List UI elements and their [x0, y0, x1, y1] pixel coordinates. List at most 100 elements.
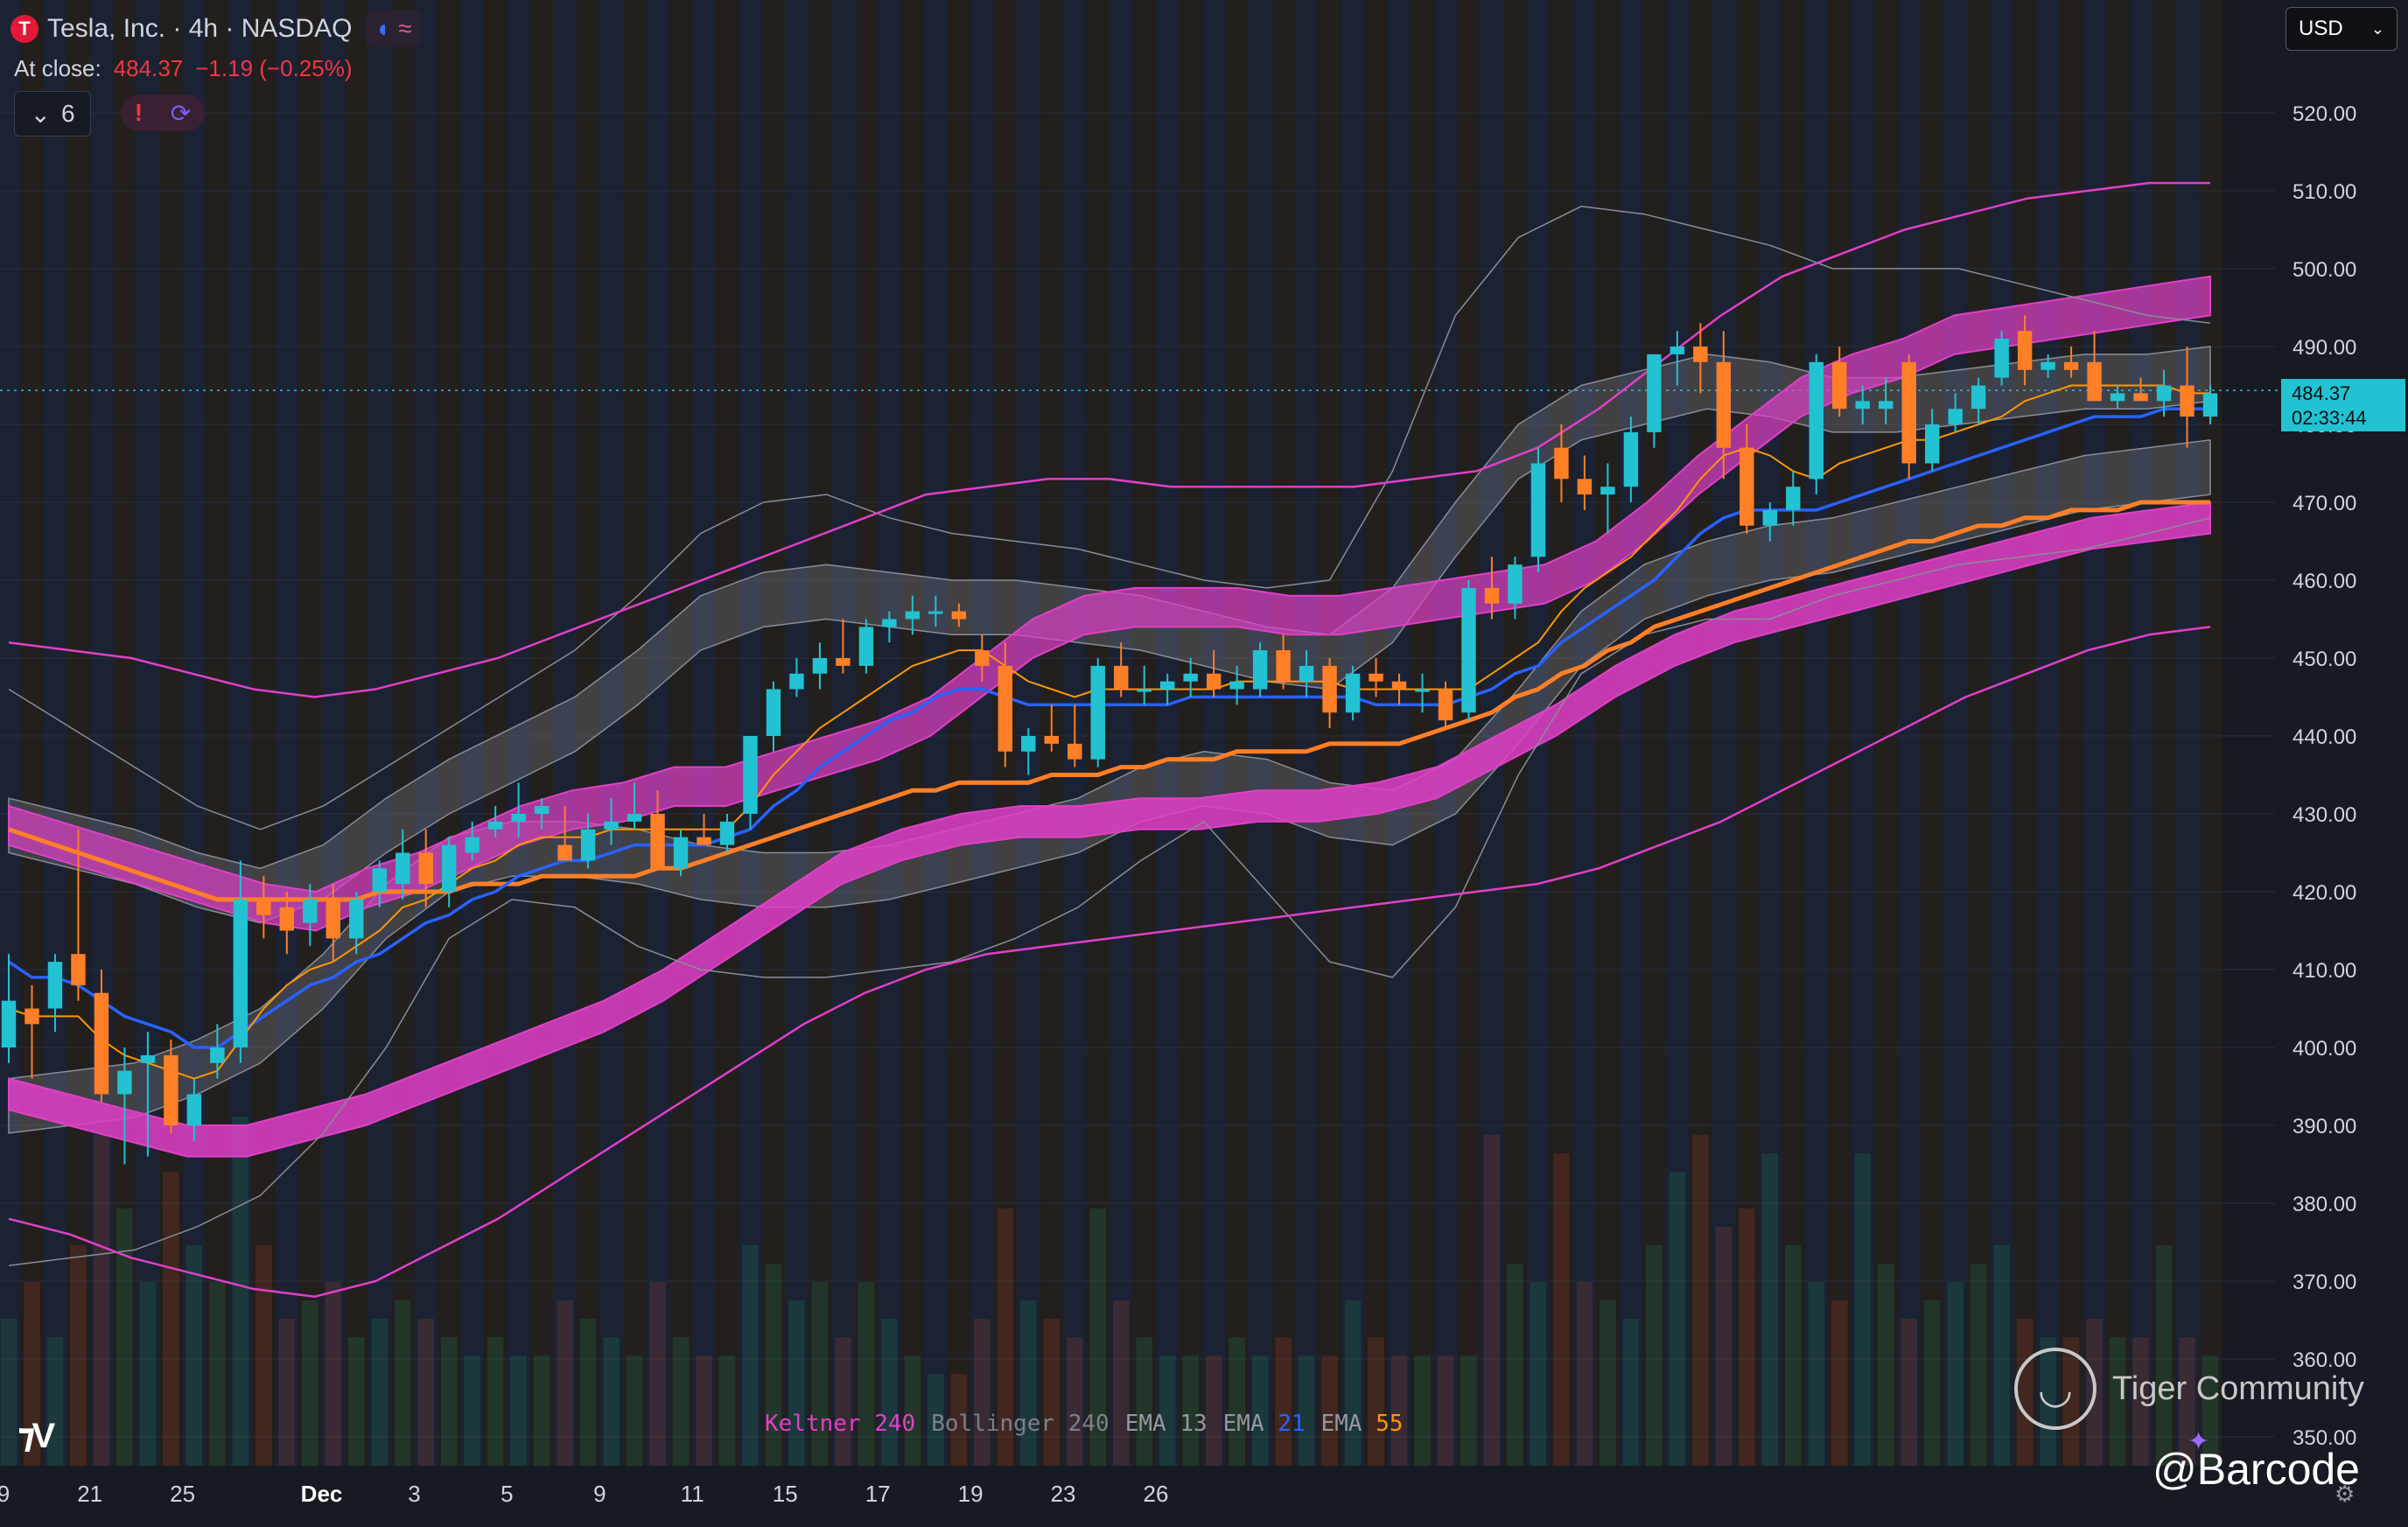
volume-bar: [116, 1208, 133, 1466]
candle: [441, 837, 457, 907]
tesla-logo-icon: T: [10, 15, 38, 43]
candle: [696, 814, 711, 845]
current-price-tag: 484.37 02:33:44: [2281, 379, 2405, 431]
legend-bollinger[interactable]: Bollinger 240: [931, 1411, 1110, 1437]
time-tick-label: 25: [170, 1481, 195, 1507]
price-tick-label: 510.00: [2292, 180, 2356, 204]
legend-ema-13[interactable]: EMA 13: [1125, 1411, 1208, 1437]
candle: [2180, 347, 2194, 448]
candle-body: [94, 992, 109, 1095]
session-stripe: [1318, 0, 1341, 1466]
time-tick-label: Dec: [301, 1481, 343, 1507]
session-stripe: [622, 0, 647, 1466]
session-stripe: [599, 0, 623, 1466]
currency-select[interactable]: USD ⌄: [2286, 7, 2398, 51]
candle-body: [650, 814, 665, 869]
candle-body: [396, 852, 410, 885]
volume-bar: [1368, 1337, 1384, 1466]
ema-21-line: [8, 407, 2210, 1049]
header-status-icons[interactable]: ◖ ≈: [366, 11, 421, 47]
candle-body: [1368, 673, 1383, 682]
candle-body: [1623, 431, 1639, 487]
candle-body: [743, 736, 758, 814]
session-stripe: [529, 0, 554, 1466]
legend-ema-55[interactable]: EMA 55: [1321, 1411, 1404, 1437]
candle-body: [1, 1000, 17, 1047]
sync-icon: ⟳: [170, 99, 192, 127]
tradingview-logo-icon[interactable]: ⁊V: [18, 1417, 55, 1455]
session-stripe: [668, 0, 693, 1466]
keltner-lower-band: [8, 501, 2211, 1158]
indicators-toggle-button[interactable]: ⌄ 6: [14, 91, 91, 137]
currency-value: USD: [2299, 17, 2343, 40]
volume-bar: [950, 1374, 968, 1466]
volume-bar: [1854, 1153, 1872, 1466]
volume-bar: [510, 1355, 527, 1466]
time-tick-label: 21: [77, 1481, 102, 1507]
candle: [2063, 347, 2079, 378]
candle-body: [1901, 361, 1916, 464]
volume-bar: [1646, 1245, 1662, 1466]
time-tick-label: 17: [865, 1481, 891, 1507]
candle: [928, 595, 943, 627]
candle-body: [928, 611, 943, 614]
volume-bar: [163, 1172, 179, 1466]
candle: [1068, 704, 1082, 767]
candle-body: [1786, 487, 1801, 510]
volume-bar: [1483, 1135, 1501, 1466]
moon-icon: ◖: [374, 15, 390, 42]
candle-body: [326, 899, 340, 939]
volume-bar: [603, 1337, 620, 1466]
bollinger-lower-line: [8, 517, 2211, 1266]
volume-bar: [1158, 1355, 1176, 1466]
volume-bar: [1321, 1355, 1338, 1466]
tiger-community-watermark: ◡ Tiger Community: [2014, 1348, 2364, 1430]
alert-status-pill[interactable]: ! ⟳: [121, 95, 205, 131]
ema-55-line: [8, 500, 2210, 902]
close-label: At close:: [14, 55, 102, 81]
price-tick-label: 370.00: [2292, 1271, 2356, 1294]
volume-bar: [1460, 1355, 1477, 1466]
session-stripe: [1804, 0, 1829, 1466]
session-stripe: [1990, 0, 2013, 1466]
price-tick-label: 450.00: [2292, 648, 2356, 671]
candle: [303, 884, 318, 947]
candle-body: [2156, 385, 2172, 402]
session-stripe: [1364, 0, 1388, 1466]
candle-body: [2040, 361, 2055, 370]
volume-bar: [974, 1319, 990, 1466]
volume-bar: [788, 1300, 805, 1466]
candle-body: [1855, 401, 1870, 410]
candle: [1577, 455, 1592, 510]
candle-body: [1415, 689, 1430, 692]
indicator-legend[interactable]: Keltner 240 Bollinger 240 EMA 13 EMA 21 …: [765, 1411, 1404, 1437]
price-tick-label: 390.00: [2292, 1115, 2356, 1138]
legend-ema-21[interactable]: EMA 21: [1223, 1411, 1306, 1437]
candle: [396, 829, 410, 900]
candle-body: [164, 1054, 178, 1125]
volume-bar: [417, 1319, 434, 1466]
candle-body: [1740, 447, 1754, 526]
session-stripe: [1201, 0, 1226, 1466]
session-stripe: [2152, 0, 2176, 1466]
volume-bar: [1785, 1245, 1802, 1466]
candle: [1948, 393, 1963, 432]
session-stripe: [1828, 0, 1852, 1466]
candle: [1786, 471, 1801, 526]
session-stripe: [0, 0, 21, 1466]
volume-bar: [1947, 1282, 1964, 1466]
gear-icon[interactable]: ⚙: [2334, 1481, 2356, 1507]
volume-bar: [139, 1282, 157, 1466]
price-tag-countdown: 02:33:44: [2292, 407, 2367, 429]
candle-body: [233, 899, 248, 1047]
session-stripe: [1271, 0, 1295, 1466]
session-stripe: [1248, 0, 1272, 1466]
volume-bar: [1136, 1337, 1152, 1466]
candle: [1623, 417, 1639, 502]
volume-bar: [209, 1282, 226, 1466]
symbol-header[interactable]: T Tesla, Inc. · 4h · NASDAQ ◖ ≈: [10, 11, 421, 47]
legend-keltner[interactable]: Keltner 240: [765, 1411, 915, 1437]
keltner-upper-band: [8, 275, 2211, 932]
candle: [1901, 354, 1916, 480]
